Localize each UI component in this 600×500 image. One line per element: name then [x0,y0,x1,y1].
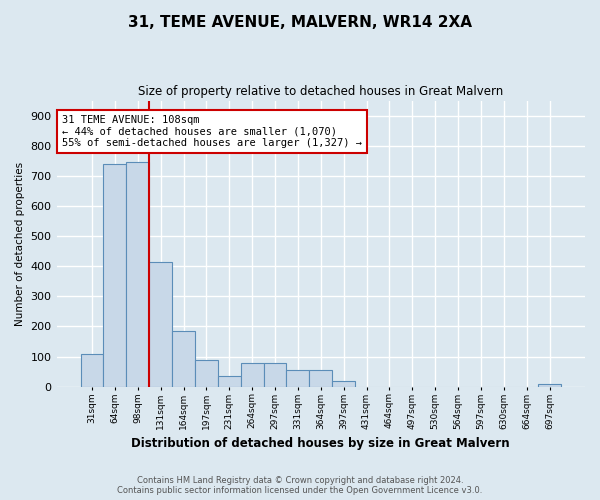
Title: Size of property relative to detached houses in Great Malvern: Size of property relative to detached ho… [138,85,503,98]
Bar [332,380,355,386]
Text: 31, TEME AVENUE, MALVERN, WR14 2XA: 31, TEME AVENUE, MALVERN, WR14 2XA [128,15,472,30]
Y-axis label: Number of detached properties: Number of detached properties [15,162,25,326]
Bar [103,164,127,386]
Text: Contains HM Land Registry data © Crown copyright and database right 2024.
Contai: Contains HM Land Registry data © Crown c… [118,476,482,495]
Bar [195,360,218,386]
Bar [310,370,332,386]
Bar [172,331,195,386]
Bar [80,354,103,386]
Bar [127,162,149,386]
Bar [218,376,241,386]
Bar [538,384,561,386]
Bar [263,362,286,386]
Bar [286,370,310,386]
Text: 31 TEME AVENUE: 108sqm
← 44% of detached houses are smaller (1,070)
55% of semi-: 31 TEME AVENUE: 108sqm ← 44% of detached… [62,115,362,148]
Bar [149,262,172,386]
Bar [241,362,263,386]
X-axis label: Distribution of detached houses by size in Great Malvern: Distribution of detached houses by size … [131,437,510,450]
